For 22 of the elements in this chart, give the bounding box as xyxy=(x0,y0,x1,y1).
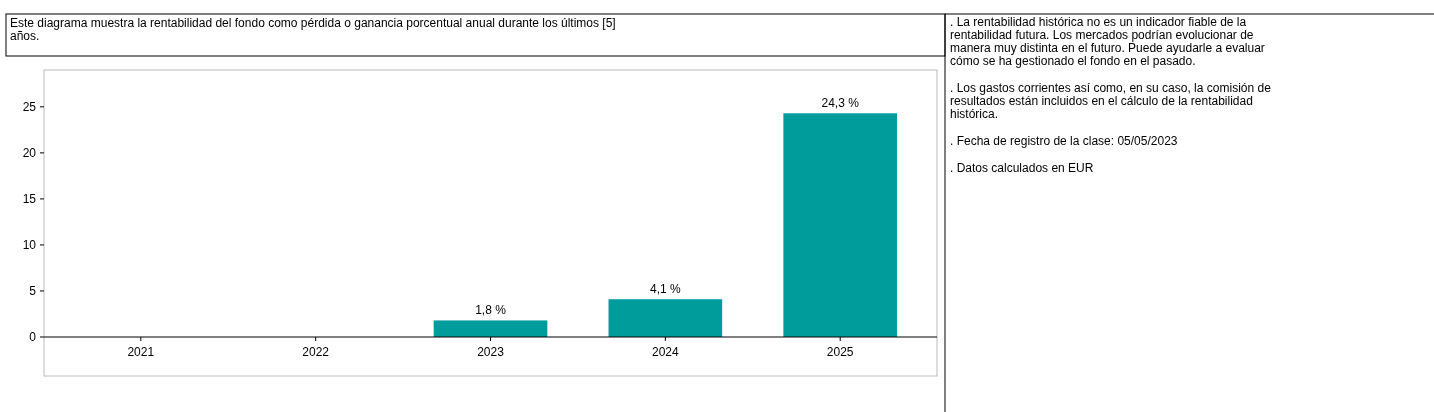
y-tick-label: 10 xyxy=(22,238,37,253)
x-tick-label: 2021 xyxy=(127,345,155,359)
x-tick-label: 2022 xyxy=(302,345,330,359)
chart-title: Este diagrama muestra la rentabilidad del fondo como pérdida o ganancia porcentual anual durante los últimos [5] años. xyxy=(10,16,616,43)
y-tick-label: 25 xyxy=(22,100,37,115)
text: . Fecha de registro de la clase: 05/05/2023 xyxy=(950,134,1178,148)
bar xyxy=(783,113,898,337)
text: . Datos calculados en EUR xyxy=(950,161,1094,175)
text: . Los gastos corrientes así como, en su caso, la comisión de resultados están incluidos en el cálculo de la rentabilidad histórica. xyxy=(950,81,1272,121)
y-tick-label: 0 xyxy=(29,330,37,345)
y-tick-label: 5 xyxy=(29,284,37,299)
bar xyxy=(608,299,723,337)
x-tick-label: 2023 xyxy=(477,345,505,359)
x-tick-label: 2025 xyxy=(826,345,854,359)
bar xyxy=(433,320,548,337)
data-label: 1,8 % xyxy=(475,303,507,318)
data-label: 4,1 % xyxy=(650,282,682,297)
y-tick-label: 15 xyxy=(22,192,37,207)
x-tick-label: 2024 xyxy=(652,345,680,359)
text: . La rentabilidad histórica no es un indicador fiable de la rentabilidad futura. Los mercados podrían evolucionar de manera muy distinta en el futuro. Puede ayudarle a evaluar cómo se ha gestionado el fondo en el pasado. xyxy=(950,15,1265,68)
y-tick-label: 20 xyxy=(22,146,37,161)
data-label: 24,3 % xyxy=(821,96,860,111)
